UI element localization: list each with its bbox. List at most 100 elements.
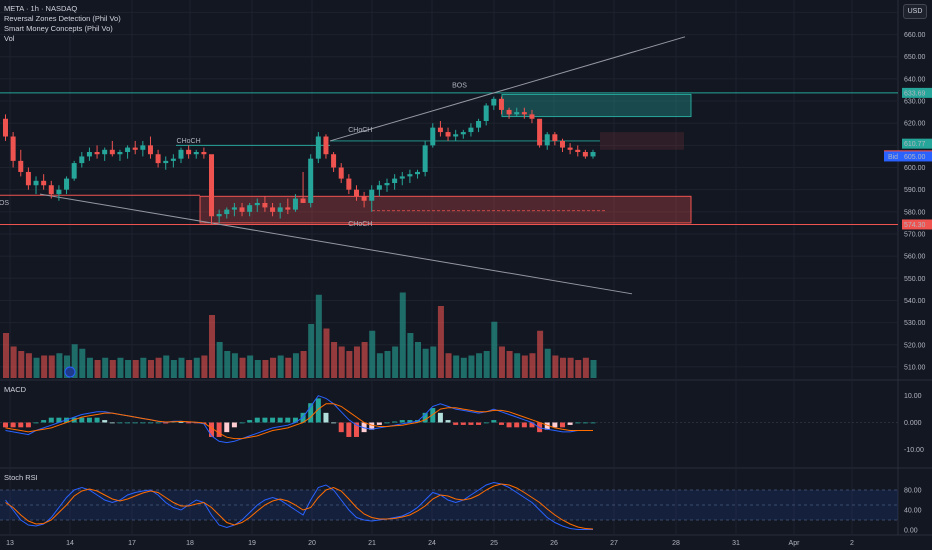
- price-tick-label: 570.00: [904, 231, 926, 238]
- volume-bar: [331, 342, 338, 378]
- volume-bar: [86, 357, 93, 378]
- candle-body: [231, 207, 237, 210]
- macd-histogram-bar: [285, 417, 291, 423]
- candle-body: [476, 120, 482, 128]
- candle-body: [102, 149, 108, 155]
- stoch-k-line: [5, 481, 593, 530]
- macd-histogram-bar: [239, 422, 245, 424]
- volume-bar: [193, 357, 200, 378]
- candle-body: [10, 136, 16, 161]
- candle-body: [575, 149, 581, 153]
- candle-body: [277, 207, 283, 212]
- volume-bar: [422, 348, 429, 378]
- macd-histogram-bar: [216, 422, 222, 437]
- time-tick-label: 19: [248, 540, 256, 547]
- macd-histogram-bar: [590, 422, 596, 424]
- stoch-pane-label[interactable]: Stoch RSI: [4, 473, 38, 482]
- candle-body: [460, 132, 466, 135]
- volume-bar: [79, 348, 86, 378]
- price-tick-label: 640.00: [904, 76, 926, 83]
- macd-signal-line: [5, 403, 593, 440]
- volume-bar: [247, 355, 254, 378]
- reversal-zone: [600, 132, 684, 150]
- macd-tick-label: 10.00: [904, 393, 922, 400]
- symbol-title[interactable]: META · 1h · NASDAQ: [4, 4, 78, 13]
- price-tick-label: 580.00: [904, 209, 926, 216]
- currency-button[interactable]: USD: [903, 4, 927, 19]
- candle-body: [422, 145, 428, 172]
- indicator-reversal-zones[interactable]: Reversal Zones Detection (Phil Vo): [4, 14, 121, 23]
- time-tick-label: 18: [186, 540, 194, 547]
- volume-bar: [407, 333, 414, 378]
- macd-histogram-bar: [41, 420, 47, 423]
- candle-body: [125, 147, 131, 153]
- volume-bar: [25, 353, 32, 378]
- macd-pane-label[interactable]: MACD: [4, 385, 27, 394]
- volume-bar: [277, 355, 284, 378]
- candle-body: [353, 189, 359, 197]
- macd-histogram-bar: [575, 422, 581, 424]
- volume-bar: [453, 355, 460, 378]
- volume-bar: [430, 346, 437, 378]
- smc-annotation: CHoCH: [177, 138, 201, 145]
- volume-bar: [224, 351, 231, 378]
- candle-body: [453, 134, 459, 137]
- indicator-volume[interactable]: Vol: [4, 34, 15, 43]
- volume-bar: [315, 294, 322, 378]
- candle-body: [315, 136, 321, 159]
- candle-body: [430, 127, 436, 146]
- time-tick-label: 2: [850, 540, 854, 547]
- macd-tick-label: -10.00: [904, 447, 924, 454]
- price-tick-label: 560.00: [904, 254, 926, 261]
- macd-histogram-bar: [224, 422, 230, 433]
- time-tick-label: 28: [672, 540, 680, 547]
- volume-bar: [483, 351, 490, 378]
- candle-body: [537, 118, 543, 146]
- volume-bar: [437, 306, 444, 378]
- macd-histogram-bar: [552, 422, 558, 428]
- price-tag-label: 633.69: [904, 90, 926, 97]
- candle-body: [483, 105, 489, 121]
- macd-histogram-bar: [102, 420, 108, 423]
- smc-annotation: CHoCH: [348, 221, 372, 228]
- volume-bar: [10, 346, 17, 378]
- candle-body: [56, 189, 62, 195]
- volume-bar: [64, 355, 71, 378]
- candle-body: [582, 152, 588, 157]
- price-tag-label: 574.30: [904, 222, 926, 229]
- macd-histogram-bar: [254, 417, 260, 423]
- candle-body: [338, 167, 344, 179]
- volume-bar: [71, 344, 78, 378]
- macd-histogram-bar: [140, 422, 146, 424]
- macd-histogram-bar: [506, 422, 512, 428]
- supply-zone-green: [501, 93, 692, 118]
- volume-bar: [285, 357, 292, 378]
- volume-bar: [48, 355, 55, 378]
- macd-histogram-bar: [483, 422, 489, 424]
- candle-body: [193, 152, 199, 155]
- volume-bar: [140, 357, 147, 378]
- candle-body: [331, 154, 337, 168]
- volume-bar: [155, 357, 162, 378]
- macd-histogram-bar: [491, 420, 497, 423]
- time-tick-label: 24: [428, 540, 436, 547]
- candle-body: [18, 160, 24, 172]
- candle-body: [33, 180, 39, 186]
- volume-bar: [514, 353, 521, 378]
- macd-histogram-bar: [209, 422, 215, 437]
- macd-histogram-bar: [338, 422, 344, 433]
- price-tick-label: 620.00: [904, 121, 926, 128]
- candle-body: [506, 109, 512, 115]
- candle-body: [552, 134, 558, 141]
- candle-body: [224, 209, 230, 215]
- volume-bar: [239, 357, 246, 378]
- indicator-smart-money[interactable]: Smart Money Concepts (Phil Vo): [4, 24, 113, 33]
- candle-body: [109, 149, 115, 155]
- macd-histogram-bar: [178, 422, 184, 423]
- volume-bar: [201, 355, 208, 378]
- macd-histogram-bar: [460, 422, 466, 425]
- candle-body: [590, 152, 596, 157]
- candle-body: [369, 189, 375, 201]
